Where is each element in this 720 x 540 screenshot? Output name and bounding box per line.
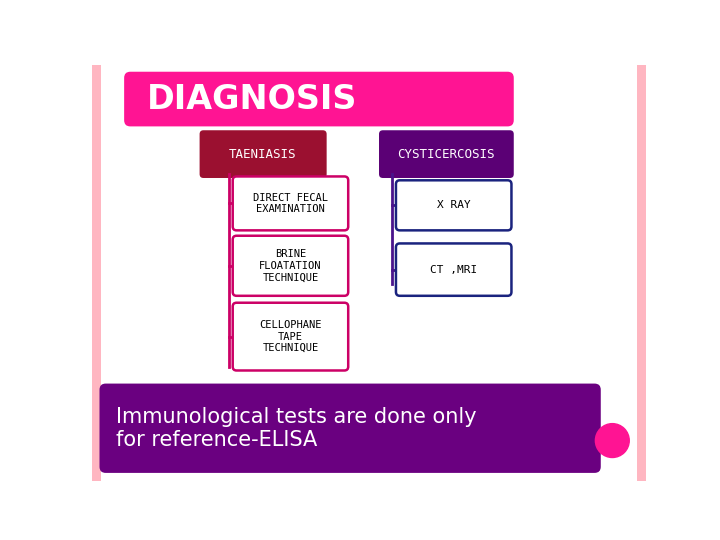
FancyBboxPatch shape xyxy=(92,65,101,481)
FancyBboxPatch shape xyxy=(233,303,348,370)
Text: Immunological tests are done only
for reference-ELISA: Immunological tests are done only for re… xyxy=(117,407,477,450)
Text: CYSTICERCOSIS: CYSTICERCOSIS xyxy=(397,147,495,160)
Circle shape xyxy=(595,423,629,457)
Text: CT ,MRI: CT ,MRI xyxy=(430,265,477,275)
Text: TAENIASIS: TAENIASIS xyxy=(229,147,297,160)
Text: CELLOPHANE
TAPE
TECHNIQUE: CELLOPHANE TAPE TECHNIQUE xyxy=(259,320,322,353)
FancyBboxPatch shape xyxy=(99,383,600,473)
FancyBboxPatch shape xyxy=(233,177,348,231)
FancyBboxPatch shape xyxy=(199,130,327,178)
FancyBboxPatch shape xyxy=(396,180,511,231)
Text: X RAY: X RAY xyxy=(437,200,471,210)
Text: BRINE
FLOATATION
TECHNIQUE: BRINE FLOATATION TECHNIQUE xyxy=(259,249,322,282)
FancyBboxPatch shape xyxy=(379,130,514,178)
FancyBboxPatch shape xyxy=(233,236,348,296)
FancyBboxPatch shape xyxy=(124,72,514,126)
Text: DIAGNOSIS: DIAGNOSIS xyxy=(148,83,358,116)
Text: DIRECT FECAL
EXAMINATION: DIRECT FECAL EXAMINATION xyxy=(253,193,328,214)
FancyBboxPatch shape xyxy=(396,244,511,296)
FancyBboxPatch shape xyxy=(637,65,647,481)
